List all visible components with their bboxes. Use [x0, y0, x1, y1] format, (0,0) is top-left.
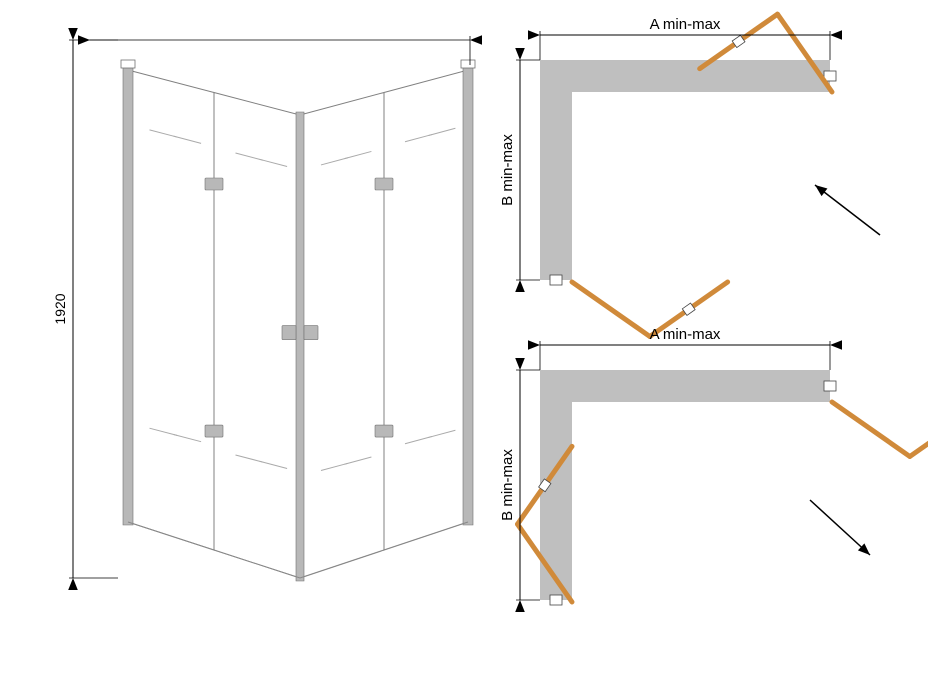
dim-B-label: B min-max [499, 134, 516, 206]
dim-B-label: B min-max [499, 449, 516, 521]
dim-A-label: A min-max [650, 326, 721, 343]
door-handle [304, 326, 318, 340]
door-handle [282, 326, 296, 340]
plan-view-outward: A min-max B min-max [499, 326, 928, 612]
height-dimension-label: 1920 [52, 293, 68, 324]
technical-drawing: 1920 A min-max B min-max A min-max B min-max [0, 0, 928, 686]
isometric-shower-cabin: 1920 [52, 28, 482, 590]
dim-A-label: A min-max [650, 16, 721, 33]
plan-view-inward: A min-max B min-max [499, 14, 880, 336]
